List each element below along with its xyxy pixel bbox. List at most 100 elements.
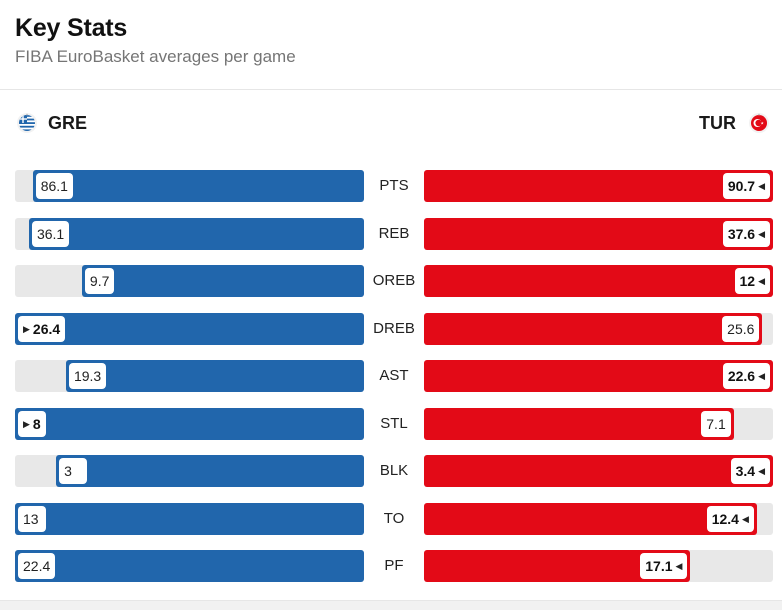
stat-row-blk: 3 BLK 3.4 ◀ [0,455,782,487]
footer-strip [0,600,782,610]
tur-value-text: 25.6 [727,320,755,337]
tur-value-label: 90.7 ◀ [722,173,770,199]
gre-track: ▶ 8 [15,407,364,440]
tur-bar-pts: 90.7 ◀ [424,170,773,202]
page-subtitle: FIBA EuroBasket averages per game [15,47,296,66]
tur-value-label: 12 ◀ [734,268,770,294]
gre-value-text: 3 [64,463,72,479]
gre-bar-oreb: 9.7 [81,265,364,297]
leader-triangle-icon: ◀ [758,276,765,286]
gre-value-label: 22.4 [18,553,56,579]
tur-track: 3.4 ◀ [424,455,773,487]
tur-track: 90.7 ◀ [424,170,773,202]
gre-value-text: 13 [23,510,39,527]
gre-track: 19.3 [15,360,364,392]
tur-bar-to: 12.4 ◀ [424,502,757,535]
gre-value-label: ▶ 26.4 [18,315,66,342]
leader-triangle-icon: ◀ [758,228,765,239]
tur-value-text: 12 [739,273,756,289]
gre-value-text: 22.4 [23,558,51,574]
gre-value-label: 36.1 [31,220,70,247]
leader-triangle-icon: ◀ [741,513,749,524]
page-title: Key Stats [15,14,128,42]
leader-triangle-icon: ◀ [675,561,683,571]
stat-label: TO [383,509,405,527]
gre-bar-stl: ▶ 8 [15,407,364,440]
stat-row-pts: 86.1 PTS 90.7 ◀ [0,170,782,202]
stat-label: AST [379,367,409,384]
tur-track: 25.6 [424,312,773,345]
gre-track: 9.7 [15,265,364,297]
team-left: GRE [16,110,97,136]
gre-bar-reb: 36.1 [28,217,364,250]
turkey-flag-icon [748,112,770,134]
gre-track: 86.1 [15,170,364,202]
leader-triangle-icon: ◀ [758,181,765,191]
gre-bar-to: 13 [15,502,364,535]
tur-value-label: 7.1 [701,410,731,437]
gre-value-label: 86.1 [35,173,73,199]
stat-row-pf: 22.4 PF 17.1 ◀ [0,550,782,582]
stat-label: REB [378,224,410,242]
tur-track: 17.1 ◀ [424,550,773,582]
leader-triangle-icon: ◀ [758,466,765,476]
tur-track: 12 ◀ [424,265,773,297]
tur-value-text: 22.6 [727,368,756,384]
tur-bar-dreb: 25.6 [424,312,763,345]
tur-value-label: 22.6 ◀ [722,363,770,389]
gre-value-text: 9.7 [89,273,110,289]
tur-value-label: 25.6 [722,315,760,342]
tur-value-label: 12.4 ◀ [706,505,754,532]
stat-label: PF [384,557,404,574]
gre-value-text: 86.1 [40,178,68,194]
gre-value-text: 36.1 [36,225,65,242]
team-right-abbr: TUR [699,112,736,133]
gre-track: ▶ 26.4 [15,312,364,345]
gre-value-label: ▶ 8 [18,410,46,437]
tur-track: 22.6 ◀ [424,360,773,392]
tur-value-text: 3.4 [735,463,756,479]
leader-triangle-icon: ▶ [23,418,30,429]
leader-triangle-icon: ◀ [758,371,765,381]
stat-row-ast: 19.3 AST 22.6 ◀ [0,360,782,392]
gre-bar-ast: 19.3 [65,360,364,392]
tur-bar-pf: 17.1 ◀ [424,550,691,582]
stat-row-to: 13 TO 12.4 ◀ [0,502,782,535]
tur-value-text: 12.4 [711,510,739,527]
gre-track: 3 [15,455,364,487]
gre-value-text: 26.4 [32,320,61,337]
header-divider [0,89,782,90]
stat-row-oreb: 9.7 OREB 12 ◀ [0,265,782,297]
gre-track: 36.1 [15,217,364,250]
greece-flag-icon [16,112,38,134]
tur-track: 37.6 ◀ [424,217,773,250]
gre-bar-blk: 3 [56,455,364,487]
tur-bar-ast: 22.6 ◀ [424,360,773,392]
leader-triangle-icon: ▶ [23,323,30,334]
team-right: TUR [689,110,770,136]
tur-value-label: 3.4 ◀ [730,458,770,484]
tur-value-text: 90.7 [727,178,756,194]
gre-value-label: 13 [18,505,46,532]
team-left-abbr: GRE [48,112,88,133]
tur-bar-stl: 7.1 [424,407,734,440]
tur-track: 12.4 ◀ [424,502,773,535]
gre-bar-dreb: ▶ 26.4 [15,312,364,345]
gre-value-label: 3 [59,458,88,484]
stat-row-reb: 36.1 REB 37.6 ◀ [0,217,782,250]
tur-value-text: 17.1 [645,558,673,574]
tur-bar-oreb: 12 ◀ [424,265,773,297]
gre-value-text: 19.3 [73,368,102,384]
stat-label: BLK [379,462,409,479]
tur-value-text: 37.6 [727,225,756,242]
tur-track: 7.1 [424,407,773,440]
stat-label: DREB [373,319,415,337]
tur-value-label: 17.1 ◀ [640,553,688,579]
stat-row-dreb: ▶ 26.4 DREB 25.6 [0,312,782,345]
tur-value-text: 7.1 [706,415,726,432]
gre-track: 22.4 [15,550,364,582]
tur-bar-blk: 3.4 ◀ [424,455,773,487]
gre-bar-pf: 22.4 [15,550,364,582]
gre-value-label: 19.3 [68,363,107,389]
